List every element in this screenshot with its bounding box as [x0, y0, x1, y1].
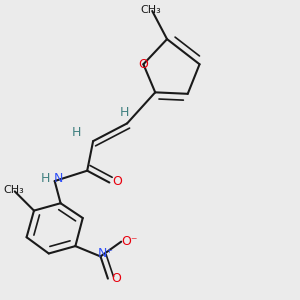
Text: H: H [72, 126, 82, 140]
Text: O: O [112, 175, 122, 188]
Text: CH₃: CH₃ [3, 185, 24, 195]
Text: H: H [41, 172, 50, 184]
Text: O: O [111, 272, 121, 285]
Text: O⁻: O⁻ [121, 235, 138, 248]
Text: H: H [119, 106, 129, 119]
Text: O: O [138, 58, 148, 71]
Text: N⁺: N⁺ [98, 247, 114, 260]
Text: CH₃: CH₃ [140, 4, 161, 15]
Text: N: N [53, 172, 63, 184]
